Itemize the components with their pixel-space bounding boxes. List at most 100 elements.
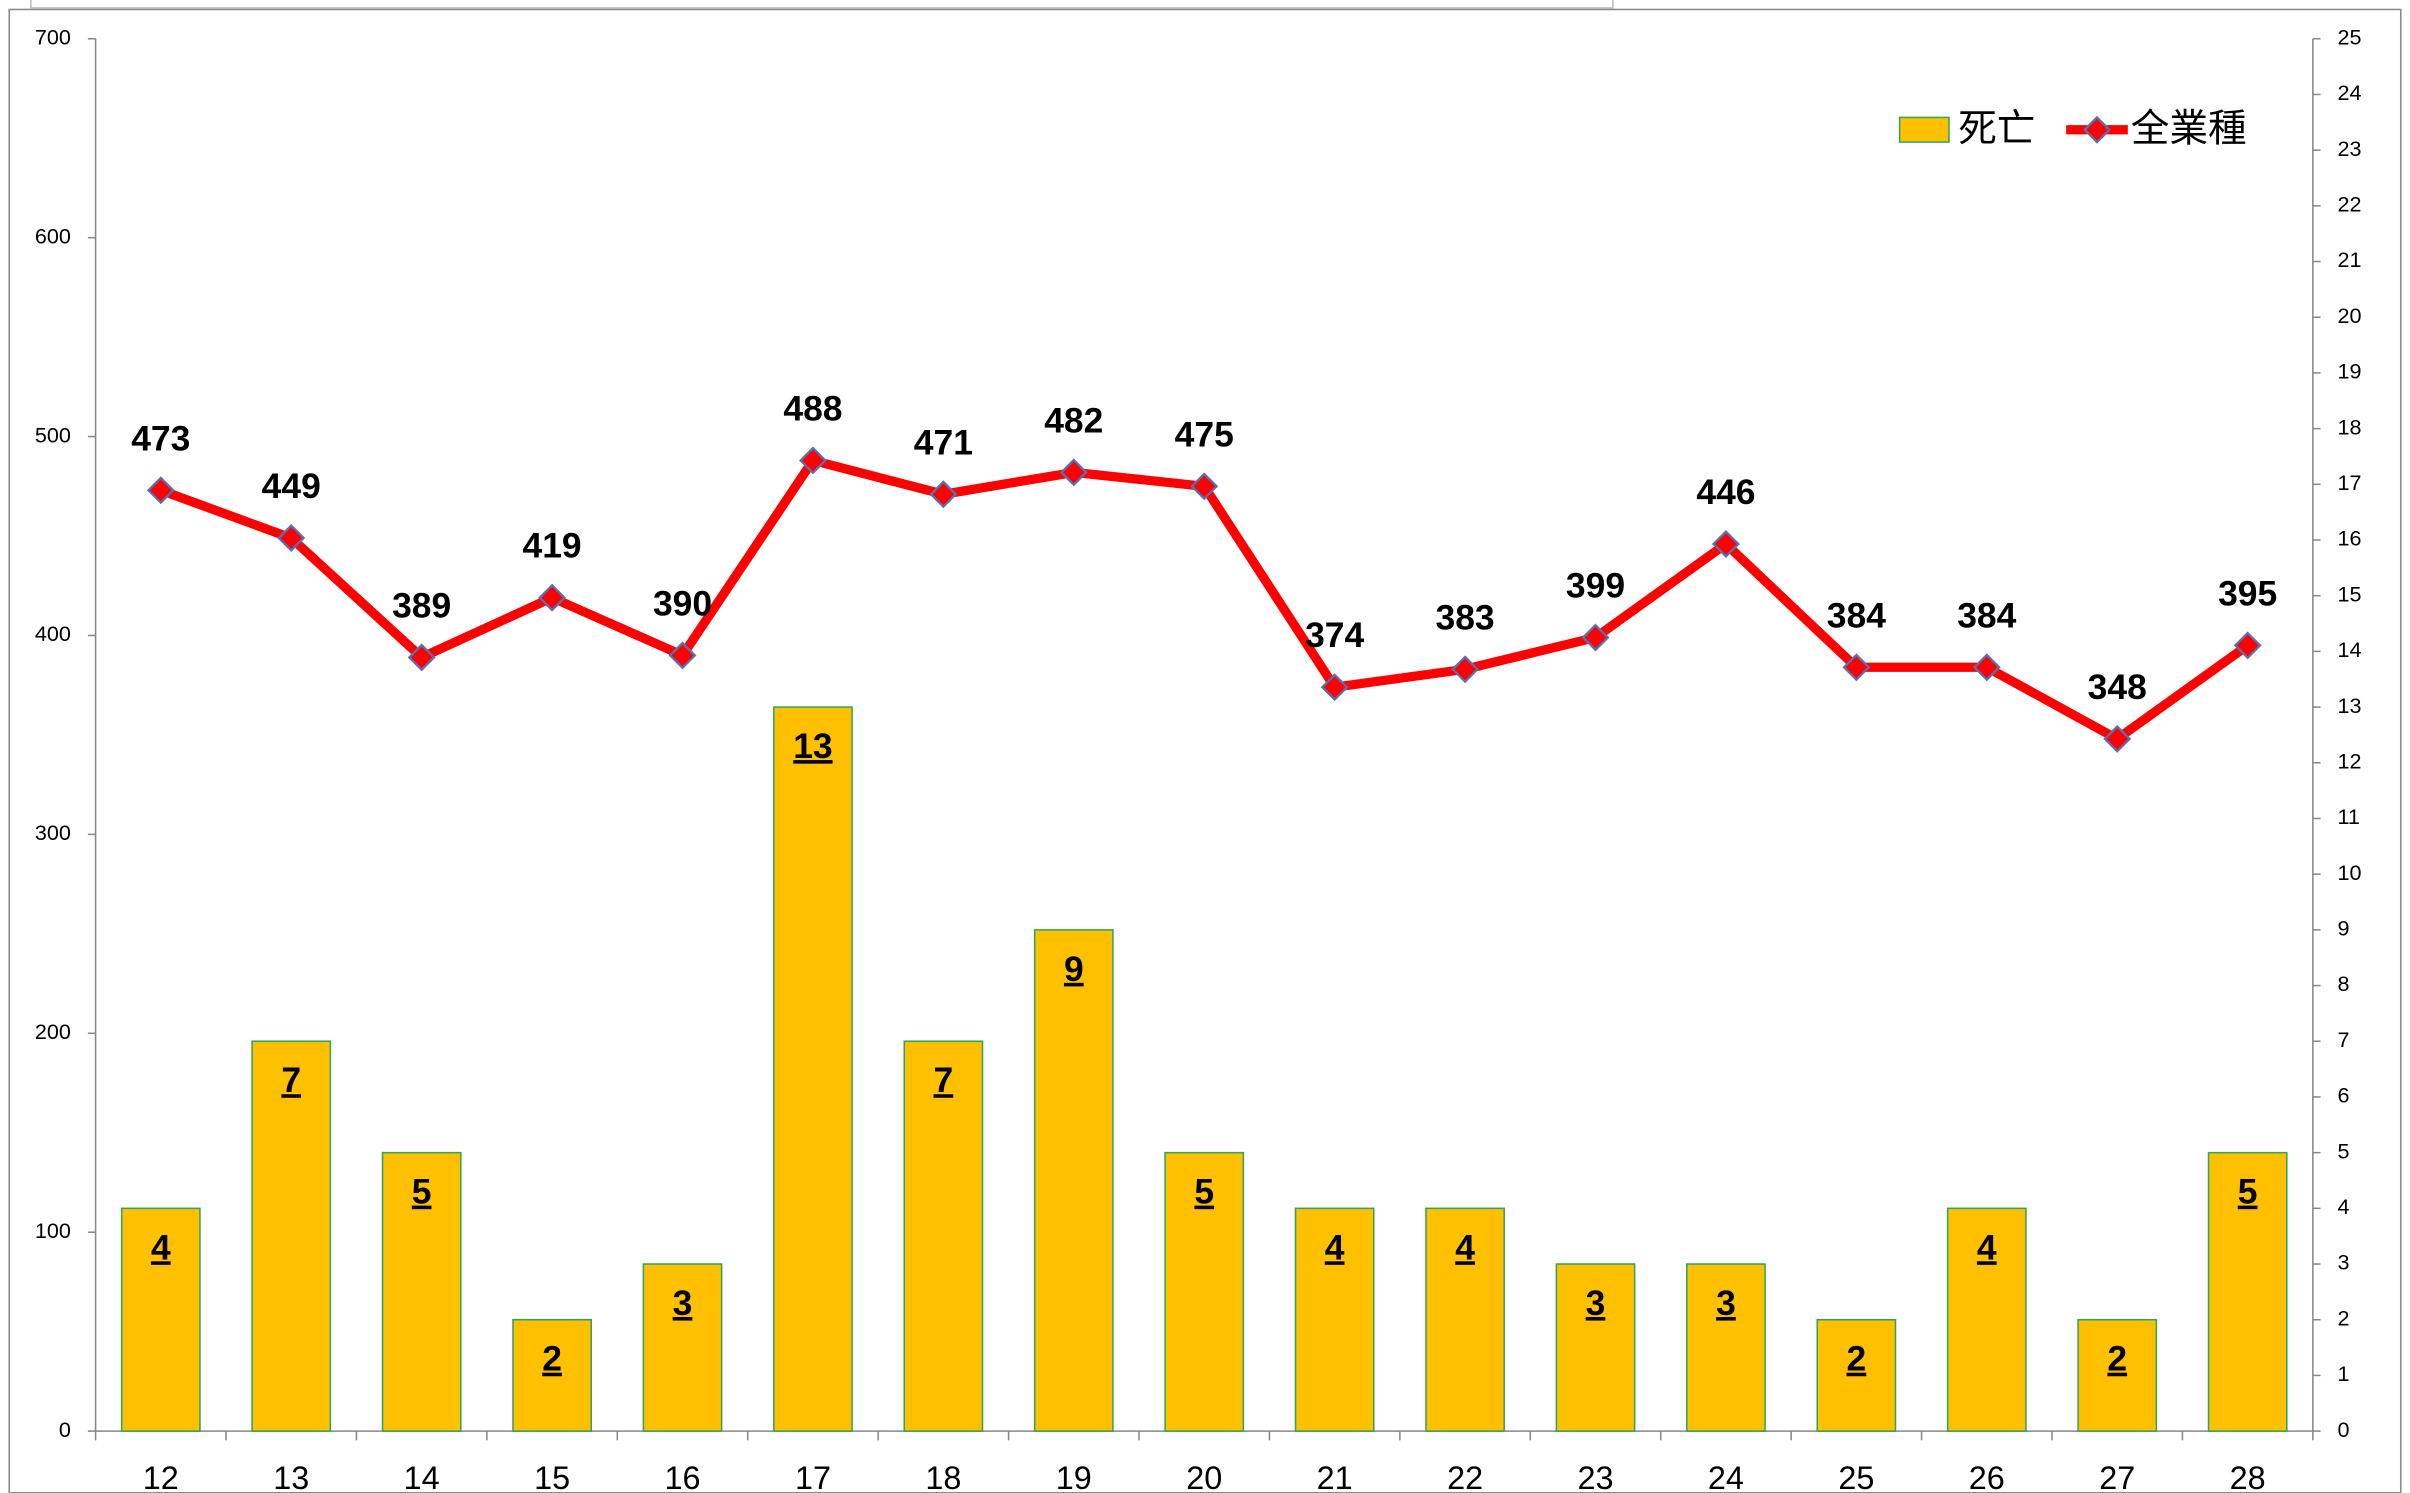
y2-tick-label: 20 (2338, 303, 2362, 328)
legend-label: 全業種 (2131, 107, 2247, 150)
y2-tick-label: 22 (2338, 192, 2362, 217)
y-tick-label: 700 (35, 24, 71, 49)
x-tick-label: 26 (1969, 1460, 2005, 1493)
y2-tick-label: 5 (2338, 1138, 2350, 1163)
bar (1816, 1318, 1897, 1432)
bar-label: 7 (934, 1060, 954, 1100)
y2-tick-label: 3 (2338, 1250, 2350, 1275)
line-marker (1451, 655, 1480, 684)
y2-tick-label: 25 (2338, 24, 2362, 49)
bar (1164, 1151, 1245, 1432)
bar-label: 3 (673, 1283, 693, 1323)
line-label: 399 (1566, 565, 1625, 605)
y2-tick-label: 6 (2338, 1083, 2350, 1108)
y2-tick-label: 0 (2338, 1417, 2350, 1442)
y-tick-label: 100 (35, 1218, 71, 1243)
bar (512, 1318, 592, 1432)
y2-tick-label: 12 (2338, 748, 2362, 773)
bar-label: 4 (151, 1227, 171, 1267)
x-tick-label: 12 (143, 1460, 179, 1493)
bar (1555, 1263, 1636, 1432)
line-marker (2103, 724, 2132, 753)
line-label: 482 (1044, 400, 1103, 440)
line-label: 389 (392, 585, 451, 625)
bar-label: 2 (542, 1339, 562, 1379)
y-tick-label: 500 (35, 422, 71, 447)
bar (1033, 929, 1114, 1432)
y2-tick-label: 8 (2338, 971, 2350, 996)
line-label: 384 (1957, 595, 2016, 635)
legend-label: 死亡 (1958, 107, 2035, 150)
x-tick-label: 18 (925, 1460, 961, 1493)
x-tick-label: 25 (1838, 1460, 1874, 1493)
x-tick-label: 19 (1056, 1460, 1092, 1493)
bar (2207, 1151, 2288, 1432)
y2-tick-label: 16 (2338, 526, 2362, 551)
bar (1294, 1207, 1375, 1432)
y2-tick-label: 10 (2338, 860, 2362, 885)
line-label: 384 (1827, 595, 1886, 635)
y2-tick-label: 15 (2338, 581, 2362, 606)
line-label: 473 (131, 418, 190, 458)
line-marker (1581, 623, 1610, 652)
bar (120, 1207, 201, 1432)
line-label: 446 (1696, 472, 1755, 512)
bar (1686, 1263, 1766, 1432)
line-marker (1972, 653, 2001, 682)
x-tick-label: 27 (2099, 1460, 2135, 1493)
bar-label: 4 (1455, 1227, 1475, 1267)
y2-tick-label: 4 (2338, 1194, 2350, 1219)
x-tick-label: 21 (1317, 1460, 1353, 1493)
y2-tick-label: 19 (2338, 359, 2362, 384)
bar-label: 9 (1064, 949, 1084, 989)
bar-label: 5 (1194, 1172, 1214, 1212)
y2-tick-label: 23 (2338, 136, 2362, 161)
x-tick-label: 14 (404, 1460, 440, 1493)
x-tick-label: 24 (1708, 1460, 1744, 1493)
bar-label: 5 (412, 1172, 432, 1212)
line-label: 488 (783, 388, 842, 428)
y2-tick-label: 21 (2338, 247, 2362, 272)
line-label: 419 (523, 526, 582, 566)
bar-label: 7 (281, 1060, 301, 1100)
bar (381, 1151, 462, 1432)
line-marker (146, 476, 175, 505)
bar-label: 13 (793, 726, 832, 766)
x-tick-label: 15 (534, 1460, 570, 1493)
bar-label: 2 (1847, 1339, 1867, 1379)
line-label: 374 (1305, 615, 1364, 655)
y-tick-label: 300 (35, 820, 71, 845)
x-tick-label: 22 (1447, 1460, 1483, 1493)
line-label: 383 (1436, 597, 1495, 637)
line-label: 475 (1175, 414, 1234, 454)
bar-label: 3 (1586, 1283, 1606, 1323)
line-label: 348 (2088, 667, 2147, 707)
line-marker (1059, 458, 1088, 487)
bar-label: 3 (1716, 1283, 1736, 1323)
x-tick-label: 28 (2230, 1460, 2266, 1493)
y2-tick-label: 2 (2338, 1305, 2350, 1330)
legend-marker (2083, 115, 2111, 144)
line-label: 395 (2218, 573, 2277, 613)
line-marker (798, 446, 827, 475)
y2-tick-label: 1 (2338, 1361, 2350, 1386)
y2-tick-label: 17 (2338, 470, 2362, 495)
bar (1425, 1207, 1505, 1432)
x-tick-label: 20 (1186, 1460, 1222, 1493)
line-marker (1711, 530, 1740, 558)
bar (2077, 1318, 2158, 1432)
x-tick-label: 17 (795, 1460, 831, 1493)
line-label: 449 (262, 466, 321, 506)
legend-swatch (1898, 116, 1950, 143)
line-marker (1190, 472, 1219, 501)
line-marker (1842, 653, 1871, 682)
line-marker (538, 583, 567, 612)
bar-label: 5 (2238, 1172, 2258, 1212)
bar (903, 1040, 984, 1432)
line-marker (277, 524, 306, 552)
y-tick-label: 400 (35, 621, 71, 646)
line-marker (2233, 631, 2262, 660)
y-tick-label: 0 (59, 1417, 71, 1442)
y2-tick-label: 11 (2338, 804, 2360, 829)
y2-tick-label: 9 (2338, 916, 2350, 941)
